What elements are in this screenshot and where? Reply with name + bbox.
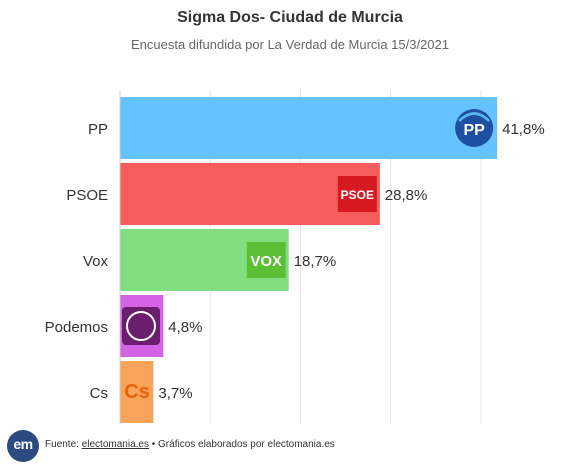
value-label: 41,8% (502, 121, 545, 138)
category-label: Vox (83, 253, 109, 270)
category-label: PP (88, 121, 108, 138)
category-label: Podemos (45, 319, 108, 336)
podemos-logo-ring (126, 311, 156, 341)
footer-suffix: Gráficos elaborados por electomania.es (158, 439, 335, 450)
footer-prefix: Fuente: (45, 439, 82, 450)
bar (120, 361, 154, 423)
value-label: 3,7% (158, 385, 192, 402)
vox-logo-text: VOX (250, 253, 282, 270)
pp-logo (455, 109, 494, 147)
value-label: 4,8% (168, 319, 202, 336)
vox-logo (246, 242, 286, 278)
bar-chart: PP 41,8% PP PSOE 28,8% PSOE Vox 18,7% VOX Podemos… (45, 90, 545, 424)
cs-logo: Cs (124, 381, 150, 403)
bar (120, 163, 380, 225)
bar (120, 97, 498, 159)
chart-subtitle: Encuesta difundida por La Verdad de Murc… (130, 37, 449, 52)
bars: PP 41,8% PP PSOE 28,8% PSOE Vox 18,7% VOX Podemos… (45, 97, 545, 423)
pp-logo-text: PP (463, 122, 485, 139)
psoe-logo-text: PSOE (341, 188, 374, 202)
value-label: 18,7% (294, 253, 337, 270)
chart-title: Sigma Dos- Ciudad de Murcia (177, 9, 403, 26)
category-label: Cs (90, 385, 108, 402)
footer-source-link[interactable]: electomania.es (81, 439, 149, 450)
electomania-logo-text: em (13, 436, 33, 452)
footer-credit: Fuente: electomania.es • Gráficos elabor… (45, 439, 335, 450)
electomania-logo: em (7, 430, 39, 462)
value-label: 28,8% (385, 187, 428, 204)
psoe-logo (337, 176, 377, 212)
pp-logo-arc (458, 112, 491, 122)
footer: em Fuente: electomania.es • Gráficos ela… (0, 424, 580, 472)
category-label: PSOE (66, 187, 108, 204)
footer-separator: • (148, 439, 159, 450)
